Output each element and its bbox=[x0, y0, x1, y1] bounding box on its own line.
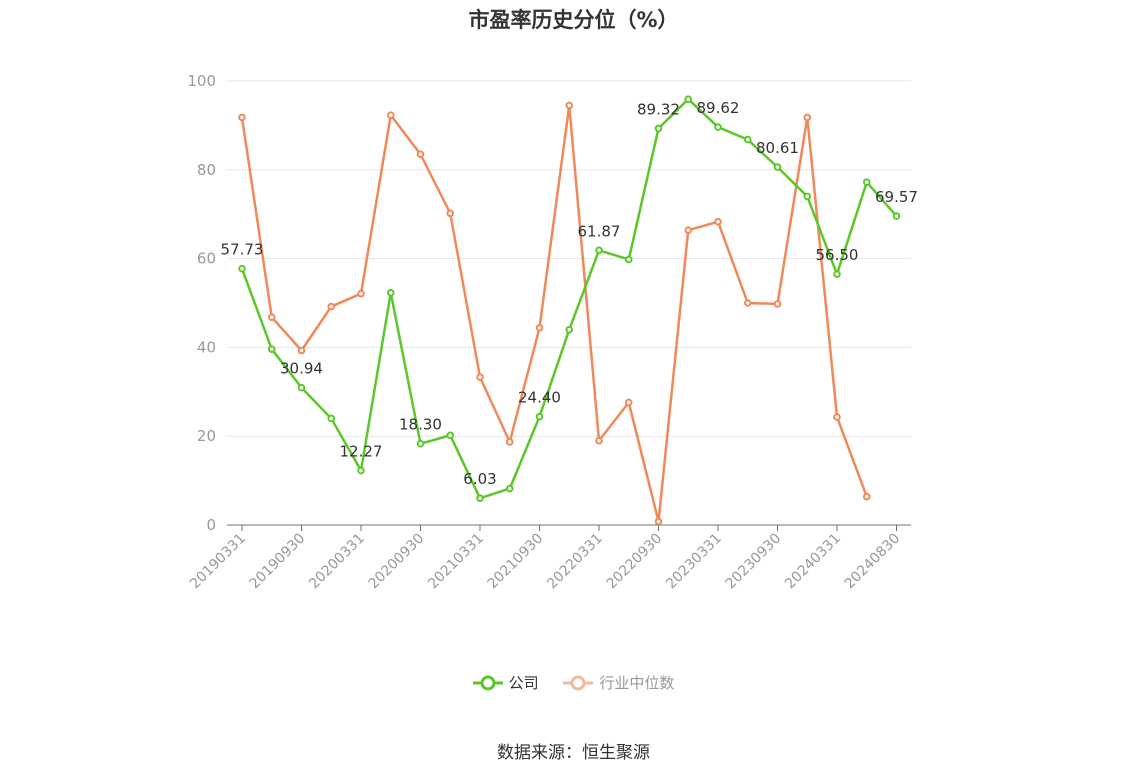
data-point-company[interactable] bbox=[624, 255, 633, 264]
y-tick-label: 0 bbox=[206, 516, 216, 534]
x-tick-label: 20240830 bbox=[842, 531, 904, 593]
chart-title: 市盈率历史分位（%） bbox=[468, 8, 679, 32]
data-point-company[interactable] bbox=[743, 135, 752, 144]
legend-item-company[interactable]: 公司 bbox=[472, 672, 539, 693]
x-tick-label: 20200930 bbox=[366, 531, 428, 593]
data-label: 57.73 bbox=[221, 241, 264, 259]
x-tick-label: 20200331 bbox=[306, 531, 368, 593]
y-tick-label: 40 bbox=[197, 338, 216, 356]
series-line-company bbox=[240, 97, 898, 500]
data-point-industry-median[interactable] bbox=[654, 517, 663, 526]
data-point-industry-median[interactable] bbox=[267, 313, 276, 322]
data-point-company[interactable] bbox=[386, 288, 395, 297]
data-label: 89.62 bbox=[697, 99, 740, 117]
data-point-industry-median[interactable] bbox=[297, 346, 306, 355]
data-point-company[interactable] bbox=[773, 163, 782, 171]
data-label: 89.32 bbox=[637, 100, 680, 118]
data-source: 数据来源：恒生聚源 bbox=[497, 743, 650, 763]
data-point-industry-median[interactable] bbox=[446, 209, 455, 218]
data-point-industry-median[interactable] bbox=[565, 101, 574, 110]
x-tick-label: 20230331 bbox=[663, 531, 725, 593]
x-tick-label: 20220331 bbox=[544, 531, 606, 593]
data-point-company[interactable] bbox=[833, 270, 841, 278]
data-point-company[interactable] bbox=[505, 484, 514, 493]
data-label: 30.94 bbox=[280, 360, 323, 378]
legend: 公司 行业中位数 bbox=[0, 672, 1147, 696]
data-point-industry-median[interactable] bbox=[803, 113, 812, 122]
data-point-company[interactable] bbox=[595, 246, 603, 255]
data-point-company[interactable] bbox=[684, 95, 693, 104]
x-tick-label: 20210930 bbox=[485, 531, 547, 593]
data-point-industry-median[interactable] bbox=[773, 300, 782, 308]
data-label: 12.27 bbox=[340, 443, 383, 461]
data-point-industry-median[interactable] bbox=[327, 302, 336, 311]
x-tick-label: 20190331 bbox=[187, 531, 249, 593]
data-point-industry-median[interactable] bbox=[684, 226, 693, 234]
y-tick-label: 100 bbox=[187, 72, 216, 90]
data-point-company[interactable] bbox=[357, 466, 365, 475]
data-point-company[interactable] bbox=[654, 124, 663, 133]
data-point-industry-median[interactable] bbox=[535, 324, 544, 332]
data-point-company[interactable] bbox=[446, 431, 455, 440]
data-point-industry-median[interactable] bbox=[595, 436, 603, 445]
data-point-company[interactable] bbox=[476, 494, 484, 503]
y-tick-label: 20 bbox=[197, 427, 216, 445]
legend-label-industry-median: 行业中位数 bbox=[599, 674, 675, 692]
data-point-industry-median[interactable] bbox=[357, 289, 365, 298]
legend-item-industry-median[interactable]: 行业中位数 bbox=[563, 672, 674, 693]
data-point-industry-median[interactable] bbox=[505, 438, 514, 446]
data-point-company[interactable] bbox=[267, 345, 276, 353]
data-label: 24.40 bbox=[518, 389, 561, 407]
x-tick-label: 20230930 bbox=[723, 531, 785, 593]
data-point-company[interactable] bbox=[297, 383, 306, 392]
x-tick-label: 20220930 bbox=[604, 531, 666, 593]
y-tick-label: 60 bbox=[197, 250, 216, 268]
data-label: 80.61 bbox=[756, 139, 799, 157]
data-point-industry-median[interactable] bbox=[714, 217, 722, 226]
data-point-company[interactable] bbox=[416, 439, 425, 448]
y-tick-label: 80 bbox=[197, 161, 216, 179]
data-point-company[interactable] bbox=[327, 414, 336, 423]
legend-swatch-industry-median bbox=[563, 675, 594, 690]
data-point-company[interactable] bbox=[535, 412, 544, 421]
data-point-industry-median[interactable] bbox=[476, 373, 484, 381]
data-label: 69.57 bbox=[875, 188, 918, 206]
data-point-industry-median[interactable] bbox=[833, 413, 841, 421]
x-tick-label: 20190930 bbox=[247, 531, 309, 593]
legend-label-company: 公司 bbox=[508, 674, 539, 692]
legend-swatch-company bbox=[472, 675, 503, 690]
data-point-company[interactable] bbox=[803, 192, 812, 201]
x-tick-label: 20240331 bbox=[782, 531, 844, 593]
data-point-company[interactable] bbox=[862, 178, 871, 187]
data-label: 6.03 bbox=[463, 470, 496, 488]
x-tick-label: 20210331 bbox=[425, 531, 487, 593]
data-point-industry-median[interactable] bbox=[624, 398, 633, 407]
data-point-company[interactable] bbox=[238, 264, 246, 273]
data-point-company[interactable] bbox=[892, 212, 901, 220]
data-point-company[interactable] bbox=[714, 123, 722, 131]
data-point-industry-median[interactable] bbox=[238, 113, 246, 122]
data-point-industry-median[interactable] bbox=[416, 150, 425, 159]
data-point-company[interactable] bbox=[565, 325, 574, 334]
data-label: 18.30 bbox=[399, 416, 442, 434]
series-line-industry-median bbox=[240, 104, 868, 523]
data-point-industry-median[interactable] bbox=[862, 492, 871, 501]
series-layer bbox=[238, 95, 901, 526]
grid bbox=[227, 80, 911, 437]
data-point-industry-median[interactable] bbox=[743, 299, 752, 307]
data-labels: 57.73 30.94 12.27 18.30 6.03 24.40 61.87 89.32 8… bbox=[221, 99, 918, 488]
data-label: 61.87 bbox=[578, 222, 621, 240]
data-label: 56.50 bbox=[816, 246, 859, 264]
data-point-industry-median[interactable] bbox=[386, 111, 395, 119]
